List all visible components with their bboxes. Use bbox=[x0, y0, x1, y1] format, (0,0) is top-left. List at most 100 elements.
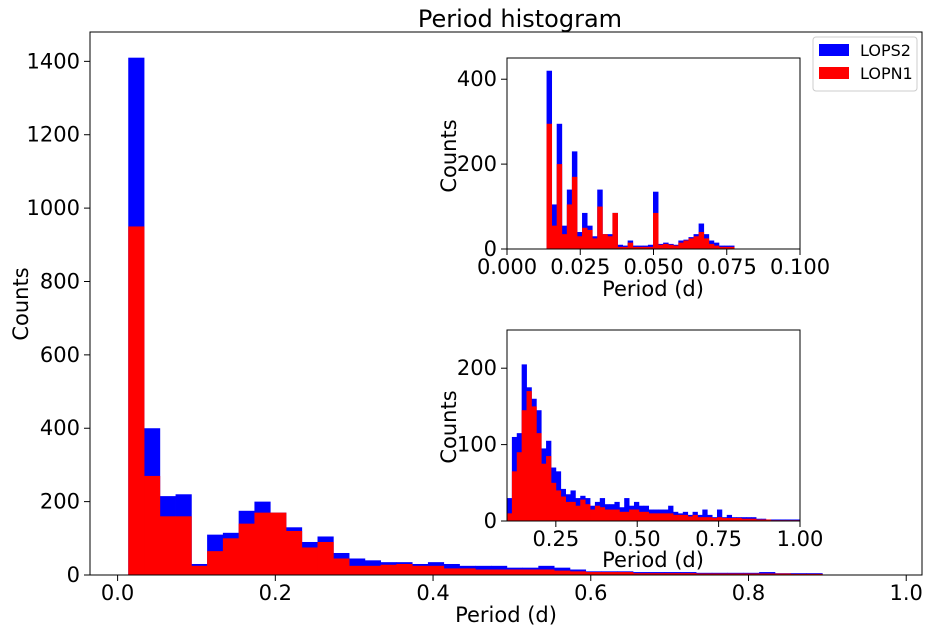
inset1-bar-lopn1-2 bbox=[556, 164, 563, 249]
inset1-bar-lopn1-17 bbox=[632, 246, 639, 249]
inset2-bar-lopn1-41 bbox=[707, 517, 713, 521]
inset1-x-tick-label-1: 0.025 bbox=[550, 255, 610, 279]
inset1-x-tick-label-2: 0.050 bbox=[623, 255, 683, 279]
main-y-tick-label-4: 800 bbox=[40, 269, 80, 293]
main-x-tick-label-2: 0.4 bbox=[416, 581, 449, 605]
main-bar-lopn1-15 bbox=[364, 565, 382, 575]
inset2-bar-lopn1-15 bbox=[580, 499, 586, 521]
main-bar-lopn1-13 bbox=[333, 558, 350, 575]
inset-short-period: 0.000 0.025 0.050 0.075 0.100 0 200 400 Period… bbox=[437, 57, 830, 301]
main-axes-frame bbox=[89, 31, 923, 576]
inset1-bar-lopn1-12 bbox=[607, 236, 613, 249]
inset2-bar-lopn1-13 bbox=[570, 501, 576, 521]
main-bar-lopn1-3 bbox=[175, 516, 192, 575]
main-bar-lopn1-23 bbox=[491, 569, 508, 575]
inset2-bar-lopn1-38 bbox=[692, 514, 698, 521]
main-bar-lopn1-0 bbox=[128, 226, 145, 575]
main-bar-lopn1-6 bbox=[222, 538, 240, 575]
main-x-tick-label-5: 1.0 bbox=[890, 581, 923, 605]
main-y-tick-label-2: 400 bbox=[40, 416, 80, 440]
inset1-y-tick-label-1: 200 bbox=[457, 152, 497, 176]
inset1-bar-lopn1-31 bbox=[703, 238, 710, 249]
inset1-y-tick-label-0: 0 bbox=[484, 237, 497, 261]
main-bar-lopn1-30 bbox=[601, 572, 618, 575]
inset2-bar-lopn1-40 bbox=[702, 517, 708, 521]
inset2-bar-lopn1-36 bbox=[682, 514, 689, 521]
inset1-bar-lopn1-16 bbox=[627, 242, 634, 249]
inset2-bar-lopn1-35 bbox=[677, 514, 684, 521]
inset2-x-tick-label-2: 0.75 bbox=[695, 527, 742, 551]
inset1-bar-lopn1-3 bbox=[561, 234, 568, 249]
main-bar-lopn1-20 bbox=[443, 568, 460, 575]
inset-long-y-label: Counts bbox=[437, 390, 461, 463]
inset2-bar-lops2-0 bbox=[507, 498, 513, 521]
inset1-bar-lopn1-21 bbox=[653, 212, 659, 249]
inset2-bar-lopn1-39 bbox=[697, 517, 703, 521]
inset2-bar-lopn1-53 bbox=[765, 519, 772, 521]
main-bar-lopn1-34 bbox=[664, 573, 681, 575]
main-bar-lopn1-18 bbox=[412, 565, 429, 575]
main-y-tick-label-0: 0 bbox=[67, 563, 80, 587]
main-bar-lopn1-11 bbox=[301, 547, 318, 575]
main-bar-lopn1-22 bbox=[475, 569, 492, 575]
inset1-bar-lopn1-24 bbox=[668, 244, 674, 249]
main-bar-lopn1-19 bbox=[427, 565, 445, 575]
inset2-bar-lops2-55 bbox=[775, 519, 781, 521]
main-bar-lopn1-21 bbox=[459, 568, 476, 575]
inset1-bar-lopn1-33 bbox=[713, 245, 720, 249]
main-y-tick-label-6: 1200 bbox=[27, 123, 80, 147]
main-bars bbox=[128, 57, 823, 576]
inset1-bar-lopn1-11 bbox=[602, 234, 608, 249]
inset2-bar-lopn1-17 bbox=[590, 509, 596, 521]
inset2-bar-lopn1-32 bbox=[663, 513, 669, 521]
inset2-bar-lopn1-22 bbox=[614, 509, 620, 521]
main-bar-lopn1-9 bbox=[270, 512, 287, 575]
inset2-bar-lopn1-2 bbox=[516, 452, 523, 521]
inset1-bar-lopn1-13 bbox=[612, 212, 618, 249]
inset1-bar-lopn1-4 bbox=[566, 204, 573, 249]
legend-swatch-lops2 bbox=[819, 44, 849, 56]
main-bar-lopn1-42 bbox=[790, 573, 807, 575]
main-bar-lopn1-41 bbox=[774, 573, 792, 575]
inset2-bar-lopn1-52 bbox=[760, 519, 767, 521]
legend-swatch-lopn1 bbox=[819, 67, 849, 79]
inset2-bar-lopn1-29 bbox=[648, 513, 654, 521]
inset2-bar-lopn1-4 bbox=[526, 391, 532, 521]
inset1-x-tick-label-0: 0.000 bbox=[477, 255, 537, 279]
inset2-x-tick-label-1: 0.50 bbox=[614, 527, 661, 551]
inset-long-frame bbox=[506, 329, 801, 522]
inset2-bar-lopn1-11 bbox=[560, 496, 566, 521]
inset2-bar-lopn1-28 bbox=[643, 511, 650, 521]
inset-long-x-ticks: 0.25 0.50 0.75 1.00 bbox=[532, 521, 823, 551]
main-y-ticks: 0 200 400 600 800 1000 1200 1400 bbox=[27, 49, 90, 587]
inset1-bar-lopn1-27 bbox=[683, 240, 689, 249]
inset2-bar-lopn1-37 bbox=[687, 516, 693, 521]
inset1-bar-lopn1-14 bbox=[617, 246, 623, 249]
inset-short-y-ticks: 0 200 400 bbox=[457, 67, 507, 261]
inset2-bar-lopn1-46 bbox=[731, 517, 737, 521]
inset2-y-tick-label-2: 200 bbox=[457, 356, 497, 380]
main-x-tick-label-3: 0.6 bbox=[574, 581, 607, 605]
main-bar-lopn1-14 bbox=[349, 565, 366, 575]
inset2-bar-lopn1-51 bbox=[756, 519, 762, 521]
legend-label-lopn1: LOPN1 bbox=[860, 64, 913, 83]
inset1-bar-lopn1-5 bbox=[571, 176, 578, 249]
main-bar-lopn1-8 bbox=[254, 512, 271, 575]
main-x-label: Period (d) bbox=[455, 603, 557, 627]
inset2-bar-lopn1-10 bbox=[555, 490, 562, 521]
inset2-bar-lopn1-25 bbox=[629, 509, 635, 521]
inset2-bar-lopn1-43 bbox=[716, 517, 723, 521]
inset1-bar-lopn1-32 bbox=[708, 243, 715, 249]
inset2-bar-lops2-40 bbox=[702, 509, 708, 521]
inset1-y-tick-label-2: 400 bbox=[457, 67, 497, 91]
inset2-bar-lopn1-24 bbox=[624, 511, 630, 521]
inset2-bar-lops2-58 bbox=[790, 519, 796, 521]
main-bar-lopn1-37 bbox=[711, 573, 728, 575]
main-y-tick-label-7: 1400 bbox=[27, 49, 80, 73]
inset2-bar-lopn1-49 bbox=[746, 518, 752, 521]
main-bar-lopn1-5 bbox=[207, 551, 224, 575]
inset2-bar-lopn1-31 bbox=[658, 513, 664, 521]
inset1-bar-lopn1-34 bbox=[718, 246, 725, 249]
inset2-bar-lopn1-42 bbox=[712, 517, 718, 521]
